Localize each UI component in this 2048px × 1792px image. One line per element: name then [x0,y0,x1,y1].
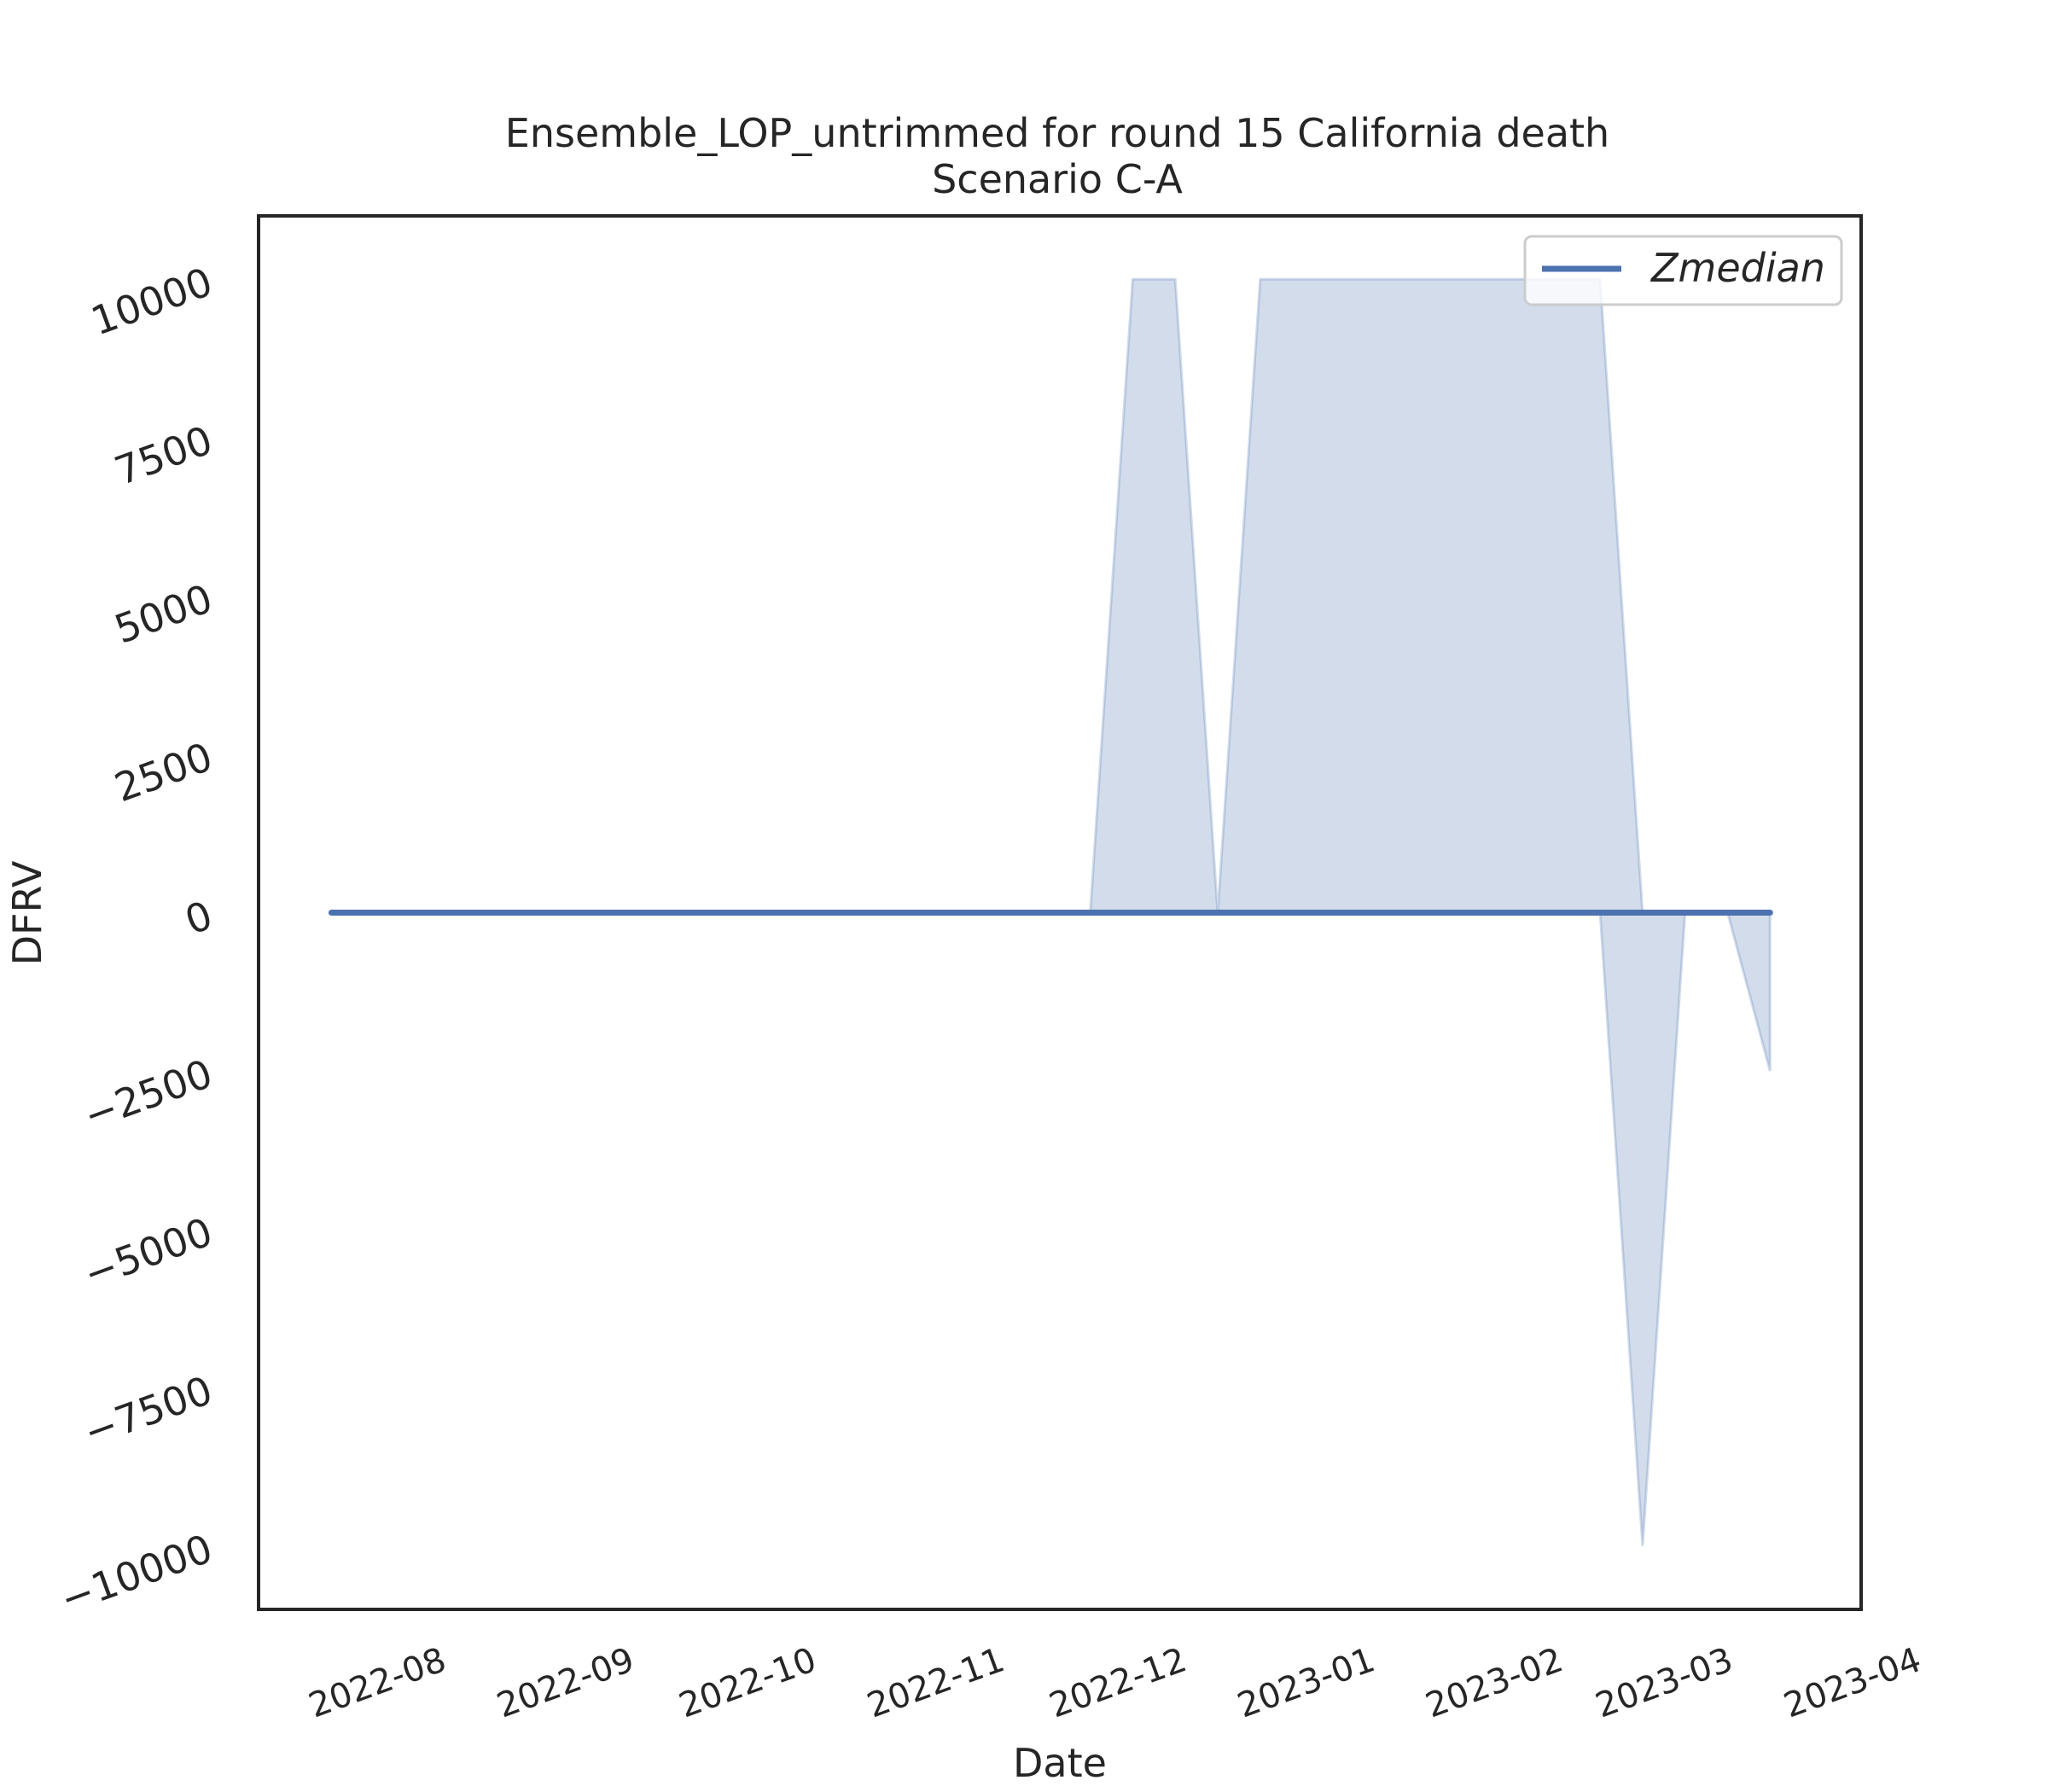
y-tick-label: −10000 [55,1525,218,1622]
y-tick-label: −5000 [78,1208,218,1297]
chart-subtitle: Scenario C-A [932,156,1183,202]
y-tick-label: 7500 [108,416,218,494]
x-tick-label: 2023-02 [1421,1640,1568,1725]
y-tick-label: −7500 [78,1367,218,1456]
legend-label-zmedian: Zmedian [1649,245,1825,291]
x-tick-label: 2022-10 [674,1640,822,1725]
legend: Zmedian [1523,235,1843,306]
x-tick-label: 2022-09 [492,1640,639,1725]
y-tick-label: 5000 [108,575,218,653]
y-axis-label: DFRV [4,860,50,965]
y-tick-label: 2500 [108,734,218,812]
legend-box [1523,235,1843,306]
y-tick-label: 0 [179,892,218,944]
x-tick-label: 2023-03 [1591,1640,1738,1725]
plot-area [328,277,1773,1546]
x-tick-label: 2022-12 [1044,1640,1192,1725]
chart-title: Ensemble_LOP_untrimmed for round 15 Cali… [505,110,1609,156]
x-tick-label: 2023-04 [1779,1640,1927,1725]
x-tick-labels: 2022-08 2022-09 2022-10 2022-11 2022-12 2023-… [304,1640,1926,1725]
x-axis-label: Date [1013,1740,1107,1786]
x-tick-label: 2022-08 [304,1640,451,1725]
x-tick-label: 2022-11 [862,1640,1009,1725]
y-tick-labels: 10000 7500 5000 2500 0 −2500 −5000 −7500 −10000 [55,259,218,1623]
x-tick-label: 2023-01 [1232,1640,1380,1725]
y-tick-label: −2500 [78,1050,218,1139]
plot-frame [257,214,1863,1611]
y-tick-label: 10000 [85,259,218,345]
